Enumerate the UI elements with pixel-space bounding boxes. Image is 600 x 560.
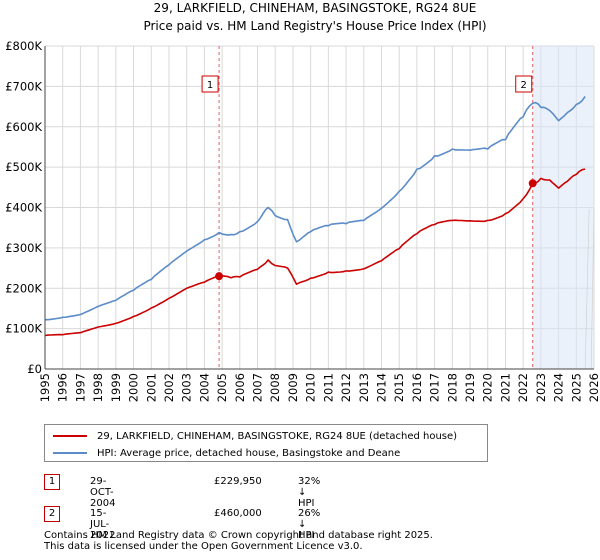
footer-line-1: Contains HM Land Registry data © Crown c…	[44, 530, 433, 541]
price-chart: 29, LARKFIELD, CHINEHAM, BASINGSTOKE, RG…	[5, 1, 600, 402]
footer-attribution: Contains HM Land Registry data © Crown c…	[44, 530, 433, 552]
x-tick-label-6: 2001	[144, 373, 158, 402]
x-tick-label-24: 2019	[463, 373, 477, 402]
sale-hpi-2: 26% ↓ HPI	[298, 508, 321, 541]
x-tick-label-29: 2024	[552, 373, 566, 402]
x-tick-label-11: 2006	[233, 373, 247, 402]
x-tick-label-3: 1998	[91, 373, 105, 402]
y-tick-label-6: £600K	[5, 120, 42, 134]
sale-date-1: 29-OCT-2004	[90, 476, 116, 509]
x-tick-label-30: 2025	[569, 373, 583, 402]
sale-marker-1: 1	[44, 474, 60, 490]
sale-marker-2: 2	[44, 506, 60, 522]
sale-box-label-2: 2	[521, 80, 527, 91]
sale-box-2	[515, 75, 533, 93]
x-tick-label-16: 2011	[321, 373, 335, 402]
legend-label-hpi: HPI: Average price, detached house, Basi…	[97, 447, 401, 459]
x-tick-label-15: 2010	[304, 373, 318, 402]
post-sale-shade	[532, 46, 594, 369]
legend-swatch-property	[53, 435, 87, 437]
x-tick-label-28: 2023	[534, 373, 548, 402]
x-tick-label-19: 2014	[374, 373, 388, 402]
legend-label-property: 29, LARKFIELD, CHINEHAM, BASINGSTOKE, RG…	[97, 430, 458, 442]
sale-price-1: £229,950	[214, 476, 262, 487]
x-tick-label-0: 1995	[38, 373, 52, 402]
x-tick-label-10: 2005	[215, 373, 229, 402]
x-tick-label-8: 2003	[180, 373, 194, 402]
sale-point-2	[528, 179, 537, 188]
y-tick-label-8: £800K	[5, 39, 42, 53]
sale-date-2: 15-JUL-2022	[90, 508, 116, 541]
x-tick-label-25: 2020	[481, 373, 495, 402]
x-tick-label-2: 1997	[73, 373, 87, 402]
y-tick-label-0: £0	[27, 362, 42, 376]
legend-swatch-hpi	[53, 452, 87, 454]
y-tick-label-1: £100K	[5, 322, 42, 336]
forecast-hatch	[590, 208, 595, 370]
x-tick-label-18: 2013	[357, 373, 371, 402]
hpi-series-line	[45, 96, 586, 321]
legend-item-hpi: HPI: Average price, detached house, Basi…	[53, 445, 400, 461]
x-tick-label-17: 2012	[339, 373, 353, 402]
legend-item-property: 29, LARKFIELD, CHINEHAM, BASINGSTOKE, RG…	[53, 428, 457, 444]
y-tick-label-4: £400K	[5, 201, 42, 215]
x-tick-label-7: 2002	[162, 373, 176, 402]
x-tick-label-13: 2008	[268, 373, 282, 402]
sale-box-label-1: 1	[207, 80, 213, 91]
y-tick-label-2: £200K	[5, 281, 42, 295]
property-series-line	[44, 168, 586, 337]
x-tick-label-22: 2017	[428, 373, 442, 402]
x-tick-label-23: 2018	[445, 373, 459, 402]
sale-hpi-1: 32% ↓ HPI	[298, 476, 321, 509]
x-tick-label-20: 2015	[392, 373, 406, 402]
y-tick-label-3: £300K	[5, 241, 42, 255]
x-tick-label-14: 2009	[286, 373, 300, 402]
x-tick-label-5: 2000	[127, 373, 141, 402]
footer-line-2: This data is licensed under the Open Gov…	[44, 541, 363, 552]
sale-price-2: £460,000	[214, 508, 262, 519]
chart-subtitle: Price paid vs. HM Land Registry's House …	[143, 19, 486, 33]
x-tick-label-26: 2021	[498, 373, 512, 402]
x-tick-label-4: 1999	[109, 373, 123, 402]
x-tick-label-21: 2016	[410, 373, 424, 402]
x-tick-label-27: 2022	[516, 373, 530, 402]
y-tick-label-5: £500K	[5, 160, 42, 174]
x-tick-label-12: 2007	[251, 373, 265, 402]
legend: 29, LARKFIELD, CHINEHAM, BASINGSTOKE, RG…	[44, 424, 488, 462]
x-tick-label-9: 2004	[197, 373, 211, 402]
chart-title: 29, LARKFIELD, CHINEHAM, BASINGSTOKE, RG…	[154, 1, 477, 15]
x-tick-label-31: 2026	[587, 373, 600, 402]
forecast-hatch	[584, 208, 590, 370]
sale-box-1	[201, 75, 219, 93]
x-tick-label-1: 1996	[56, 373, 70, 402]
sale-point-1	[215, 272, 224, 281]
y-tick-label-7: £700K	[5, 79, 42, 93]
